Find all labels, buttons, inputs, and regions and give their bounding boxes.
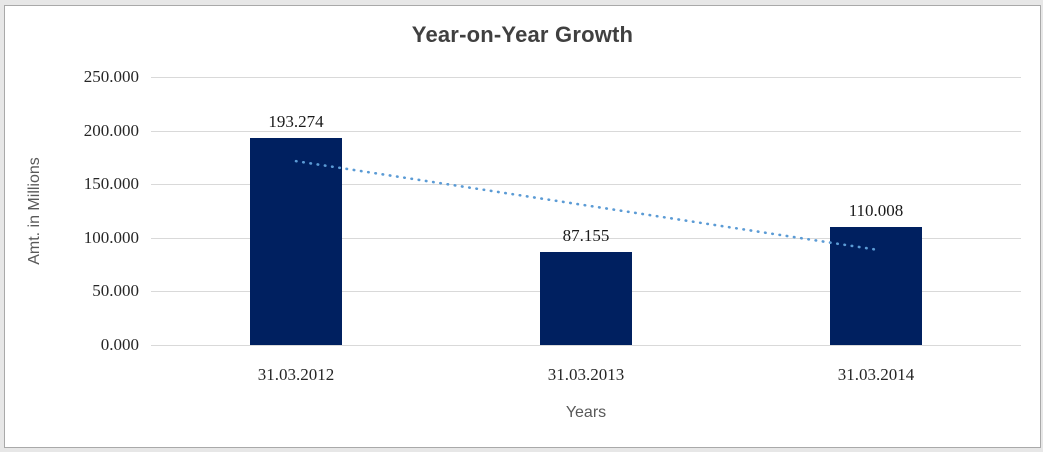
- bar: [830, 227, 922, 345]
- bar: [250, 138, 342, 345]
- y-tick-label: 200.000: [83, 121, 139, 140]
- gridline: [151, 345, 1021, 346]
- y-tick-label: 0.000: [100, 335, 139, 354]
- y-tick-label: 100.000: [83, 228, 139, 247]
- x-axis-title: Years: [565, 404, 607, 421]
- gridline: [151, 77, 1021, 78]
- bar-data-label: 193.274: [268, 112, 324, 131]
- y-tick-label: 250.000: [83, 67, 139, 86]
- gridline: [151, 131, 1021, 132]
- bar-data-label: 87.155: [562, 226, 610, 245]
- bar: [540, 252, 632, 345]
- chart-title: Year-on-Year Growth: [411, 22, 634, 47]
- x-category-label: 31.03.2014: [837, 365, 915, 384]
- x-category-label: 31.03.2013: [547, 365, 625, 384]
- chart-frame: Year-on-Year Growth 0.000 50.000 100.000 15…: [4, 5, 1041, 448]
- y-tick-label: 50.000: [92, 281, 139, 300]
- y-tick-label: 150.000: [83, 174, 139, 193]
- bar-data-label: 110.008: [848, 201, 904, 220]
- x-category-label: 31.03.2012: [257, 365, 335, 384]
- y-axis-title: Amt. in Millions: [26, 157, 43, 265]
